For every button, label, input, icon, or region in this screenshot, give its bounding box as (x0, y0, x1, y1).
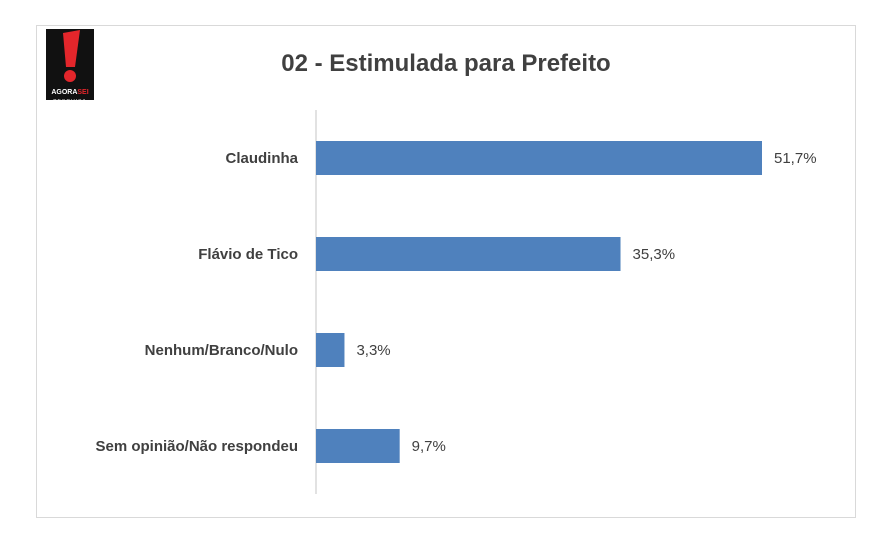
category-label: Flávio de Tico (198, 246, 298, 263)
bar (316, 141, 762, 175)
chart-title: 02 - Estimulada para Prefeito (281, 50, 611, 77)
bar (316, 429, 400, 463)
category-label: Sem opinião/Não respondeu (95, 438, 298, 455)
bar (316, 333, 345, 367)
logo-subtext: PESQUISA (53, 99, 87, 105)
category-label: Nenhum/Branco/Nulo (145, 342, 298, 359)
data-label: 9,7% (412, 438, 446, 455)
data-label: 35,3% (633, 246, 676, 263)
agora-sei-logo: AGORASEI PESQUISA (46, 29, 94, 105)
bar (316, 237, 621, 271)
chart-frame: AGORASEI PESQUISA 02 - Estimulada para P… (36, 25, 856, 518)
bar-chart-plot: Claudinha 51,7% Flávio de Tico 35,3% Nenhum/… (95, 110, 817, 494)
exclamation-mark-icon (63, 30, 80, 82)
category-label: Claudinha (225, 150, 298, 167)
data-label: 51,7% (774, 150, 817, 167)
data-label: 3,3% (356, 342, 390, 359)
logo-text: AGORASEI (51, 89, 89, 96)
